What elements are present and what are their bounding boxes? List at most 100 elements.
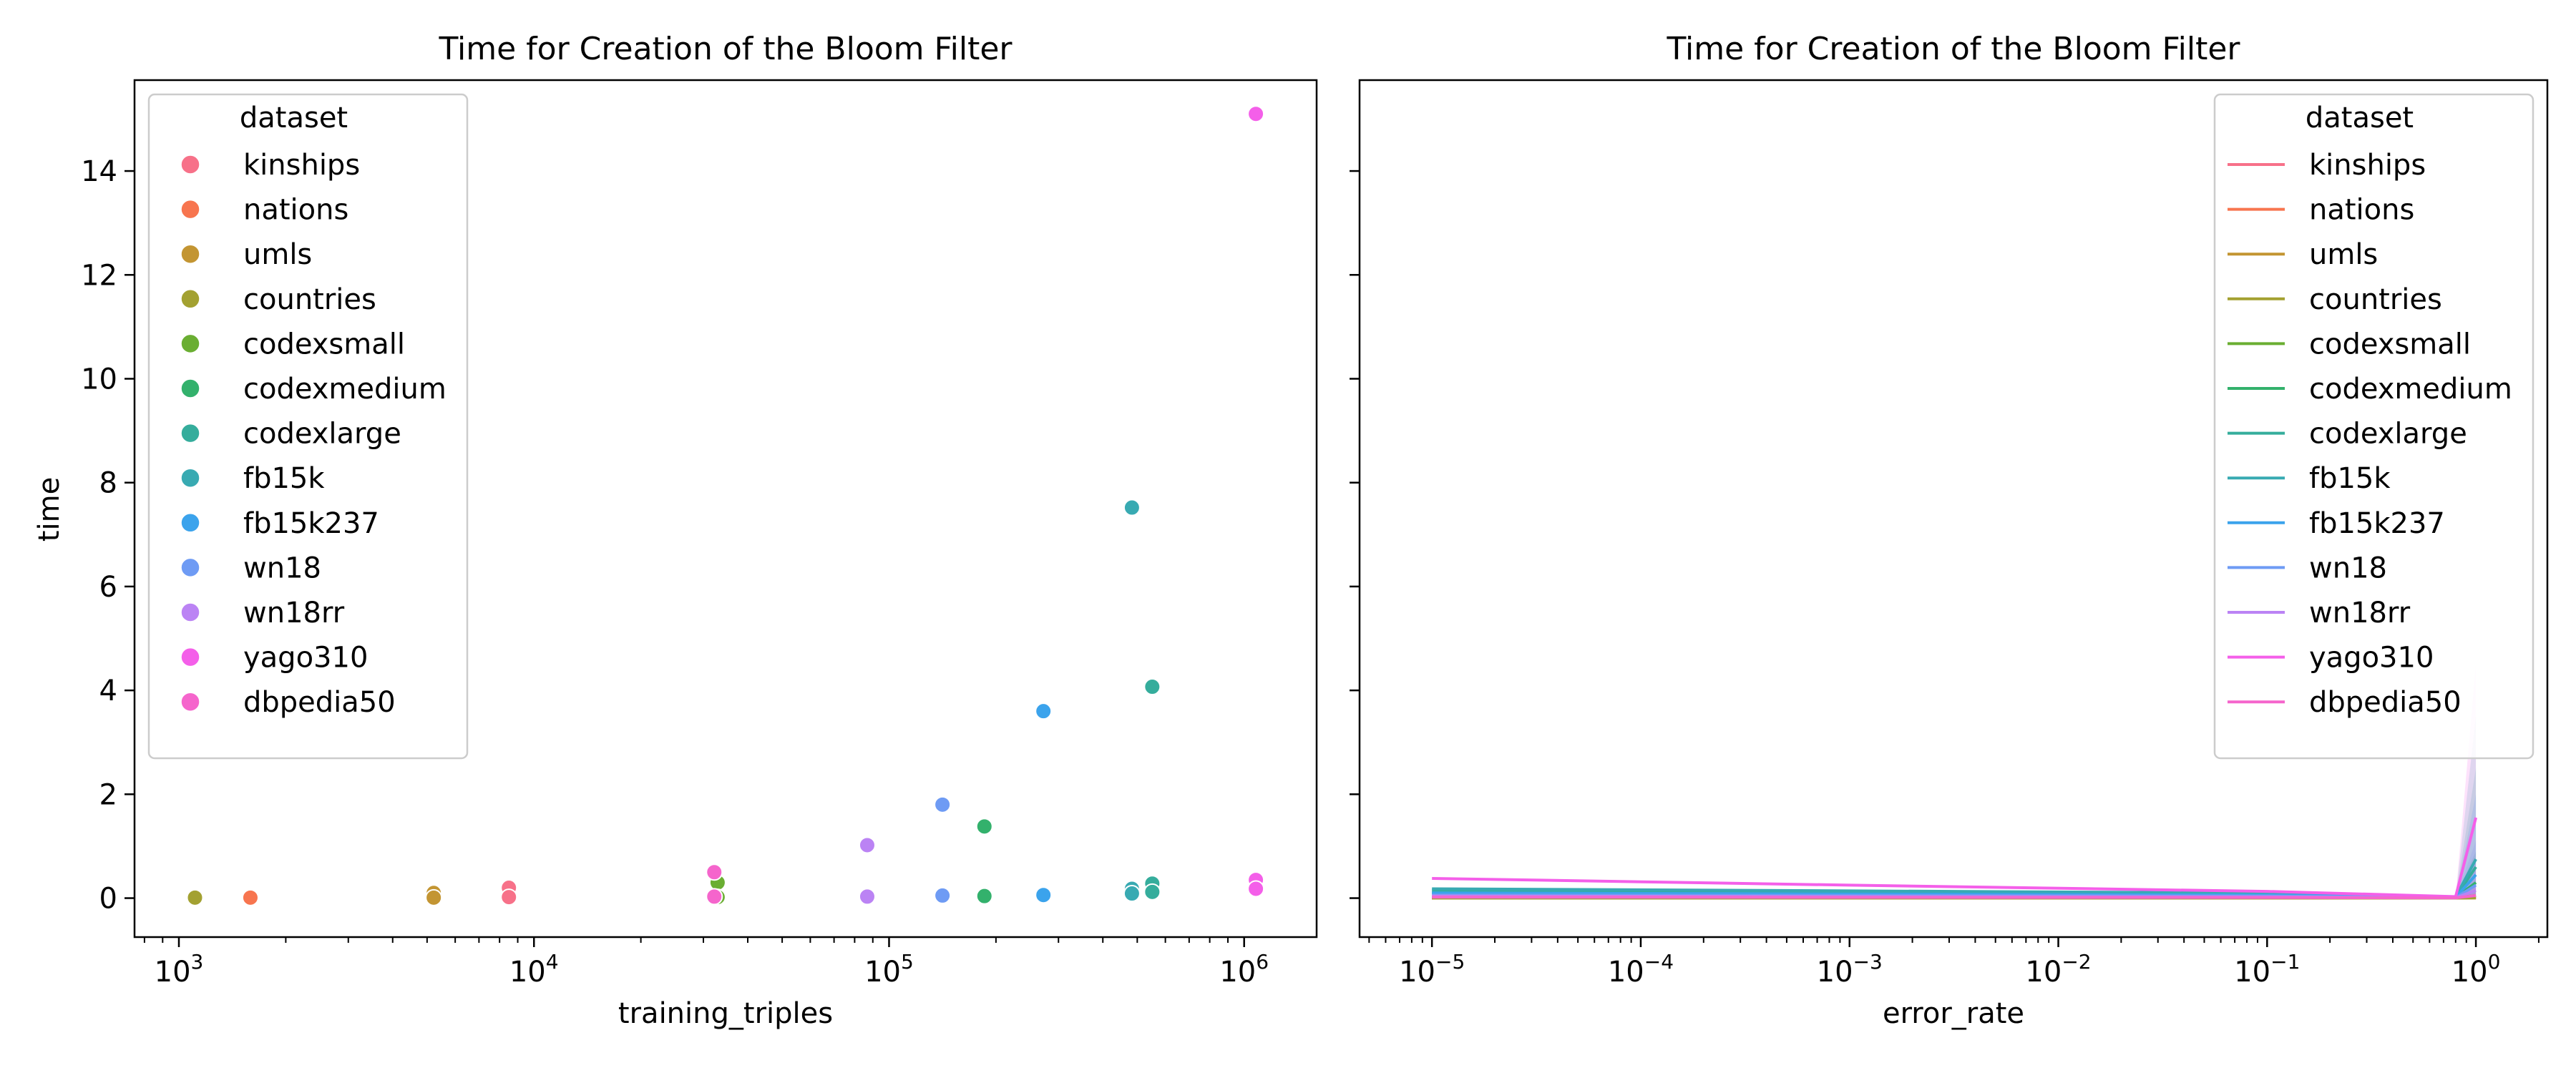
left-plot-frame <box>133 79 1318 939</box>
point-dbpedia50 <box>706 888 723 906</box>
right-legend: dataset kinships nations umls countries codex… <box>2213 93 2534 760</box>
left-y-tick-label: 12 <box>81 259 117 292</box>
left-legend-marker-yago310 <box>180 647 200 667</box>
left-x-tick-label: 103 <box>155 950 204 989</box>
left-legend-label-codexmedium: codexmedium <box>243 373 447 406</box>
point-wn18rr <box>858 888 876 906</box>
left-legend-marker-nations <box>180 199 200 220</box>
right-legend-label-fb15k237: fb15k237 <box>2309 507 2445 540</box>
left-plot-marks <box>186 105 1265 906</box>
left-legend-label-kinships: kinships <box>243 149 360 182</box>
left-legend-label-codexsmall: codexsmall <box>243 328 405 361</box>
right-legend-label-countries: countries <box>2309 283 2442 316</box>
point-fb15k237 <box>1035 702 1053 720</box>
right-legend-label-wn18: wn18 <box>2309 552 2387 584</box>
point-codexmedium <box>975 887 993 905</box>
left-legend-marker-kinships <box>180 155 200 175</box>
left-panel: Time for Creation of the Bloom Filter tr… <box>33 31 1318 1030</box>
left-legend-marker-countries <box>180 289 200 309</box>
point-yago310 <box>1247 880 1265 898</box>
right-legend-label-codexmedium: codexmedium <box>2309 373 2512 406</box>
left-y-axis-label: time <box>33 477 66 542</box>
line-yago310 <box>1432 817 2478 898</box>
point-codexmedium <box>975 818 993 836</box>
left-x-axis-label: training_triples <box>618 997 833 1030</box>
left-y-tick-label: 14 <box>81 155 117 188</box>
left-y-tick-label: 8 <box>99 467 117 500</box>
point-nations <box>241 888 259 906</box>
left-legend-marker-wn18 <box>180 557 200 578</box>
point-wn18 <box>934 886 952 904</box>
right-x-tick-label: 10−1 <box>2234 950 2300 989</box>
band-wn18 <box>2455 841 2477 898</box>
left-legend-marker-fb15k237 <box>180 513 200 533</box>
left-legend-marker-codexsmall <box>180 333 200 354</box>
right-legend-label-dbpedia50: dbpedia50 <box>2309 686 2462 719</box>
left-legend-marker-codexlarge <box>180 423 200 444</box>
left-legend-title: dataset <box>240 102 348 134</box>
right-panel: Time for Creation of the Bloom Filter er… <box>1350 31 2549 1030</box>
left-x-tick-label: 105 <box>864 950 914 989</box>
right-axes: 10−5 10−4 10−3 10−2 10−1 100 <box>1350 79 2549 989</box>
line-dbpedia50 <box>1432 893 2477 900</box>
point-wn18rr <box>858 836 876 854</box>
right-x-axis-label: error_rate <box>1883 997 2024 1030</box>
left-legend-label-umls: umls <box>243 238 312 271</box>
point-codexlarge <box>1143 678 1161 696</box>
right-x-tick-label: 100 <box>2451 950 2501 989</box>
left-legend-marker-fb15k <box>180 468 200 488</box>
left-legend-label-wn18rr: wn18rr <box>243 597 345 629</box>
right-legend-box <box>2213 93 2534 760</box>
left-y-tick-label: 6 <box>99 571 117 604</box>
left-legend-marker-wn18rr <box>180 602 200 622</box>
band-fb15k <box>2455 716 2477 898</box>
point-umls <box>425 888 443 906</box>
right-x-tick-label: 10−5 <box>1399 950 1465 989</box>
right-legend-label-umls: umls <box>2309 238 2378 271</box>
left-legend-label-fb15k: fb15k <box>243 462 325 495</box>
left-y-tick-label: 10 <box>81 363 117 396</box>
left-legend-label-countries: countries <box>243 283 376 316</box>
right-chart-title: Time for Creation of the Bloom Filter <box>1667 31 2241 67</box>
left-legend-label-fb15k237: fb15k237 <box>243 507 379 540</box>
point-fb15k237 <box>1035 886 1053 904</box>
left-legend-label-wn18: wn18 <box>243 552 321 584</box>
right-legend-label-wn18rr: wn18rr <box>2309 597 2411 629</box>
right-plot-frame <box>1358 79 2549 939</box>
right-legend-label-yago310: yago310 <box>2309 642 2434 675</box>
point-dbpedia50 <box>706 863 723 881</box>
right-legend-label-nations: nations <box>2309 194 2414 227</box>
right-legend-label-kinships: kinships <box>2309 149 2426 182</box>
point-codexlarge <box>1143 883 1161 901</box>
left-y-tick-label: 0 <box>99 883 117 916</box>
left-legend: dataset kinships nations umls countries codex… <box>147 93 469 760</box>
right-legend-label-codexsmall: codexsmall <box>2309 328 2471 361</box>
left-x-tick-label: 104 <box>509 950 559 989</box>
left-legend-label-codexlarge: codexlarge <box>243 418 401 451</box>
left-x-tick-label: 106 <box>1219 950 1269 989</box>
right-x-tick-label: 10−4 <box>1608 950 1674 989</box>
right-legend-title: dataset <box>2306 102 2414 134</box>
right-legend-label-codexlarge: codexlarge <box>2309 418 2467 451</box>
point-countries <box>186 888 204 906</box>
left-legend-marker-dbpedia50 <box>180 692 200 712</box>
right-x-tick-label: 10−3 <box>1817 950 1883 989</box>
left-chart-title: Time for Creation of the Bloom Filter <box>439 31 1013 67</box>
left-legend-marker-umls <box>180 244 200 264</box>
right-legend-label-fb15k: fb15k <box>2309 462 2391 495</box>
left-legend-label-dbpedia50: dbpedia50 <box>243 686 396 719</box>
line-fb15k <box>1432 858 2477 899</box>
left-legend-marker-codexmedium <box>180 378 200 398</box>
point-kinships <box>500 888 518 906</box>
left-axes: 103 104 105 106 0 2 4 6 8 10 12 14 <box>81 79 1318 989</box>
left-legend-label-nations: nations <box>243 194 348 227</box>
left-y-tick-label: 2 <box>99 778 117 811</box>
point-wn18 <box>934 795 952 813</box>
right-x-tick-label: 10−2 <box>2025 950 2091 989</box>
left-legend-label-yago310: yago310 <box>243 642 368 675</box>
left-y-tick-label: 4 <box>99 675 117 707</box>
point-yago310 <box>1247 105 1265 123</box>
left-legend-box <box>147 93 469 760</box>
point-fb15k <box>1123 499 1141 516</box>
